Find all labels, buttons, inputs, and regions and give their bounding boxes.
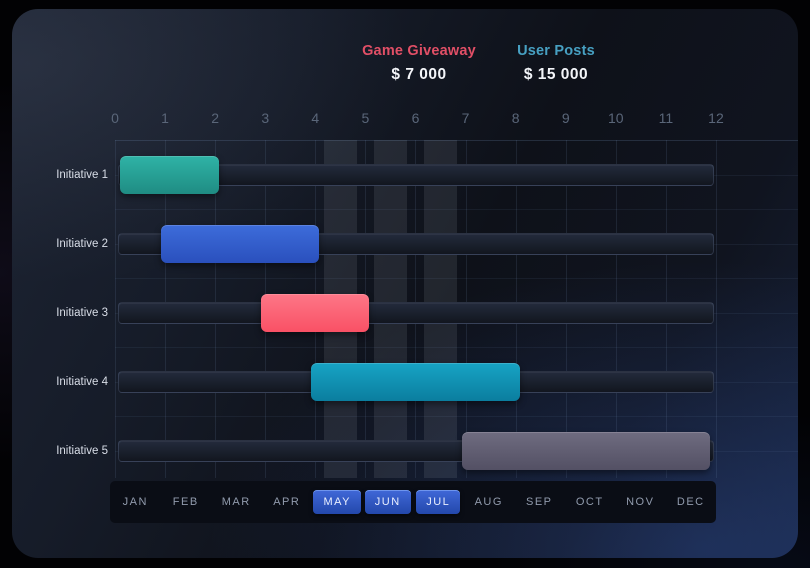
month-slot-jan[interactable]: JAN: [110, 481, 161, 523]
month-slot-dec[interactable]: DEC: [666, 481, 717, 523]
x-axis-tick: 6: [411, 110, 420, 126]
row-label: Initiative 5: [56, 445, 108, 457]
x-axis-tick: 1: [161, 110, 169, 126]
x-axis-tick: 10: [608, 110, 624, 126]
month-label: NOV: [626, 496, 655, 508]
month-button-active: JUL: [416, 490, 461, 514]
month-label: OCT: [575, 496, 604, 508]
row-label: Initiative 4: [56, 376, 108, 388]
x-axis-tick: 11: [658, 110, 674, 126]
month-slot-nov[interactable]: NOV: [615, 481, 666, 523]
grid-line-vertical: [715, 140, 717, 478]
legend-label: User Posts: [517, 43, 595, 59]
month-label: AUG: [474, 496, 503, 508]
x-axis-tick: 7: [461, 110, 470, 126]
legend-item-user-posts[interactable]: User Posts $ 15 000: [486, 43, 626, 84]
grid-line-horizontal: [115, 347, 798, 348]
month-slot-may[interactable]: MAY: [312, 481, 363, 523]
month-label: APR: [273, 496, 301, 508]
gantt-bar[interactable]: [161, 225, 320, 263]
legend-value: $ 7 000: [391, 66, 447, 83]
row-label: Initiative 3: [56, 307, 108, 319]
x-axis-tick: 9: [561, 110, 570, 126]
row-label: Initiative 2: [56, 238, 108, 250]
bar-track: [118, 164, 714, 186]
gantt-bar[interactable]: [461, 432, 710, 470]
row-label: Initiative 1: [56, 169, 108, 181]
grid-line-vertical: [115, 140, 116, 478]
x-axis-tick: 2: [211, 110, 220, 126]
x-axis-tick: 0: [111, 110, 119, 126]
grid-line-horizontal: [115, 278, 798, 279]
month-slot-aug[interactable]: AUG: [464, 481, 515, 523]
axis-baseline: [115, 140, 798, 141]
grid-line-horizontal: [115, 209, 798, 210]
month-button-active: JUN: [364, 490, 411, 514]
month-slot-apr[interactable]: APR: [262, 481, 313, 523]
legend-label: Game Giveaway: [362, 43, 476, 59]
gantt-chart: 0 1 2 3 4 5 6 7 8 9 10 11 12 Initiative 1 Initiative 2…: [12, 9, 798, 558]
gantt-bar[interactable]: [261, 294, 370, 332]
month-label: SEP: [525, 496, 553, 508]
x-axis-tick: 4: [311, 110, 320, 126]
dashboard-card: Game Giveaway $ 7 000 User Posts $ 15 00…: [12, 9, 798, 558]
month-slot-sep[interactable]: SEP: [514, 481, 565, 523]
gantt-bar[interactable]: [311, 363, 520, 401]
bar-track: [118, 302, 714, 324]
grid-line-horizontal: [115, 416, 798, 417]
month-slot-feb[interactable]: FEB: [161, 481, 212, 523]
x-axis-tick: 12: [708, 110, 724, 126]
month-slot-jul[interactable]: JUL: [413, 481, 464, 523]
month-button-active: MAY: [313, 490, 362, 514]
month-label: MAR: [221, 496, 251, 508]
x-axis-tick: 8: [511, 110, 520, 126]
month-slot-jun[interactable]: JUN: [363, 481, 414, 523]
x-axis-tick: 3: [261, 110, 270, 126]
months-bar: JAN FEB MAR APR MAY JUN JUL AUG SEP OCT NOV DEC: [110, 481, 716, 523]
month-slot-oct[interactable]: OCT: [565, 481, 616, 523]
month-label: DEC: [676, 496, 705, 508]
x-axis-tick: 5: [361, 110, 370, 126]
legend-item-game-giveaway[interactable]: Game Giveaway $ 7 000: [349, 43, 489, 84]
gantt-bar[interactable]: [120, 156, 220, 194]
month-slot-mar[interactable]: MAR: [211, 481, 262, 523]
legend-value: $ 15 000: [523, 66, 589, 83]
month-label: JAN: [122, 496, 148, 508]
month-label: FEB: [172, 496, 199, 508]
